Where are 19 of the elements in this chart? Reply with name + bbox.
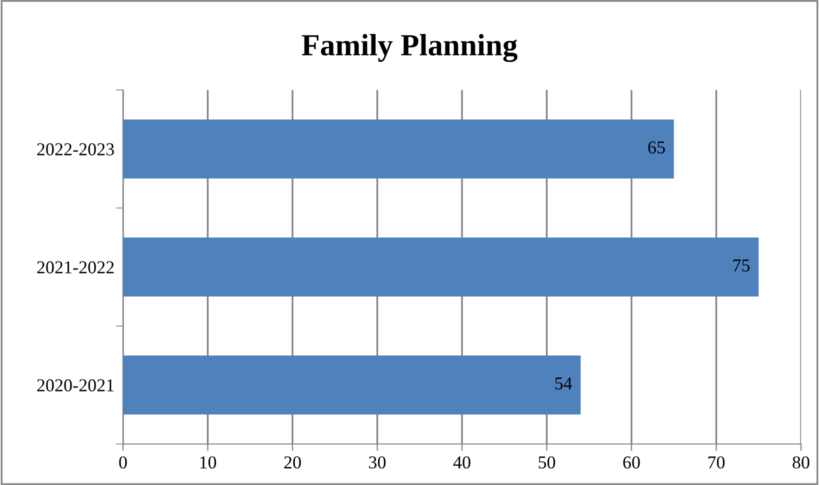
x-tick-label: 30 bbox=[369, 456, 386, 469]
x-tick-label: 40 bbox=[453, 456, 470, 469]
y-tick-label: 2020-2021 bbox=[37, 379, 114, 392]
x-tick-label: 10 bbox=[200, 456, 216, 469]
x-tick-label: 0 bbox=[119, 456, 127, 469]
bar bbox=[123, 120, 674, 178]
x-tick-label: 80 bbox=[792, 456, 810, 469]
data-label: 65 bbox=[648, 141, 665, 154]
y-tick-label: 2022-2023 bbox=[37, 143, 114, 156]
x-tick-label: 20 bbox=[284, 456, 301, 469]
chart-title: Family Planning bbox=[302, 34, 518, 62]
x-tick-label: 70 bbox=[708, 456, 725, 469]
bar bbox=[123, 238, 759, 296]
data-label: 54 bbox=[555, 377, 572, 390]
x-tick-label: 50 bbox=[538, 456, 556, 469]
x-tick-label: 60 bbox=[623, 456, 640, 469]
bar bbox=[123, 356, 581, 414]
data-label: 75 bbox=[733, 260, 750, 272]
y-tick-label: 2021-2022 bbox=[37, 261, 114, 274]
